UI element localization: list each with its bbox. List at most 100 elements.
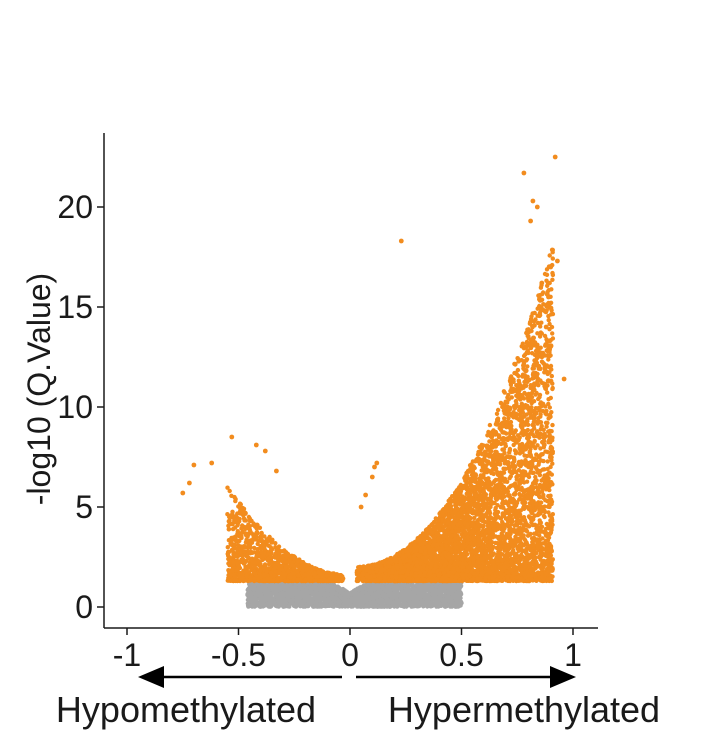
data-point: [494, 411, 500, 416]
data-point: [550, 331, 555, 336]
data-point: [226, 519, 231, 524]
data-point: [263, 603, 269, 608]
data-point: [226, 569, 232, 574]
data-point: [438, 596, 443, 602]
data-point: [336, 599, 341, 605]
data-point: [332, 598, 337, 603]
data-point: [450, 585, 455, 591]
data-point: [244, 573, 249, 578]
data-point: [315, 598, 320, 603]
data-point: [385, 584, 391, 589]
data-point: [256, 584, 261, 589]
data-point: [334, 591, 339, 597]
data-point: [235, 518, 241, 523]
data-point: [382, 587, 387, 592]
data-point: [285, 588, 290, 593]
data-point: [329, 576, 335, 581]
data-point: [239, 557, 244, 562]
data-point: [433, 582, 438, 588]
data-point: [258, 567, 263, 573]
data-point: [276, 593, 281, 598]
data-point: [252, 545, 257, 551]
data-point: [395, 584, 400, 589]
data-point: [257, 572, 263, 577]
data-point: [334, 577, 339, 582]
data-point: [237, 501, 243, 506]
data-point: [270, 537, 275, 543]
data-point: [386, 591, 391, 596]
data-point: [367, 590, 372, 595]
data-point: [317, 572, 323, 577]
data-point: [258, 546, 263, 551]
data-point: [324, 578, 329, 584]
data-point: [277, 598, 282, 604]
data-point: [254, 526, 259, 531]
data-point: [244, 524, 250, 530]
data-point: [356, 600, 361, 606]
data-point: [249, 595, 254, 601]
data-point: [266, 543, 271, 548]
data-point: [244, 533, 249, 538]
data-point: [234, 567, 240, 573]
data-point: [364, 582, 369, 587]
data-point: [445, 585, 450, 590]
data-point: [273, 541, 278, 546]
data-point: [438, 603, 443, 608]
data-point: [225, 545, 230, 550]
data-point: [266, 551, 271, 556]
data-point: [385, 597, 390, 602]
data-point: [456, 587, 462, 592]
data-point: [248, 549, 254, 554]
data-point: [313, 583, 318, 588]
data-point: [244, 552, 250, 558]
data-point: [298, 592, 303, 598]
data-point: [271, 582, 276, 588]
data-point: [387, 604, 392, 609]
data-point: [264, 539, 270, 545]
data-point: [269, 555, 274, 560]
data-point: [247, 518, 253, 524]
data-point: [340, 574, 345, 579]
data-point: [325, 585, 330, 591]
data-point: [324, 573, 329, 578]
data-point: [286, 569, 291, 574]
data-point: [251, 534, 256, 539]
data-point: [422, 596, 428, 601]
data-point: [458, 603, 463, 608]
data-point: [252, 578, 257, 584]
data-point: [437, 586, 443, 591]
data-point: [291, 555, 297, 561]
data-point: [270, 596, 275, 602]
data-point: [547, 428, 552, 434]
data-point: [252, 586, 257, 592]
data-point: [233, 496, 238, 502]
data-point: [225, 512, 230, 517]
data-point: [450, 601, 456, 607]
data-point: [407, 593, 412, 598]
data-point: [549, 312, 554, 317]
data-point: [399, 603, 404, 608]
data-point: [346, 598, 352, 603]
data-point: [282, 583, 287, 588]
data-point: [287, 604, 292, 609]
data-point: [318, 585, 323, 590]
data-point: [455, 597, 460, 602]
data-point: [280, 595, 286, 600]
data-point: [278, 558, 283, 563]
data-point: [237, 574, 242, 579]
data-point: [249, 566, 254, 571]
data-point: [257, 604, 263, 609]
data-point: [226, 527, 231, 532]
data-point: [312, 566, 318, 571]
data-point: [326, 596, 331, 601]
data-point: [351, 592, 356, 597]
data-point: [341, 592, 346, 598]
data-point: [231, 560, 236, 565]
data-point: [376, 586, 381, 591]
data-point: [272, 560, 277, 566]
data-point: [394, 596, 399, 601]
data-point: [226, 575, 231, 581]
data-point: [414, 582, 419, 588]
data-point: [292, 567, 297, 572]
data-point: [239, 533, 244, 539]
